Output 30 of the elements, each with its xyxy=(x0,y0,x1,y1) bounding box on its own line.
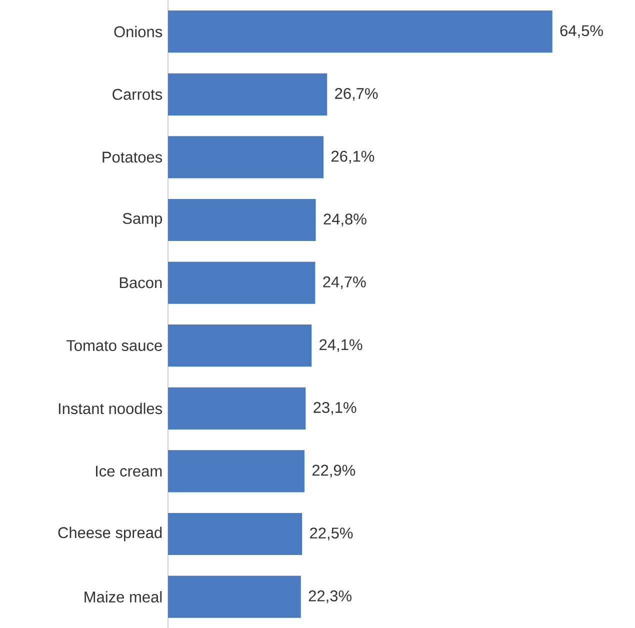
bar xyxy=(168,136,324,178)
bar xyxy=(168,450,304,492)
data-label: 24,1% xyxy=(320,339,362,352)
data-label: 22,5% xyxy=(310,527,353,540)
bar xyxy=(168,262,316,304)
bar xyxy=(168,10,552,52)
bar xyxy=(168,576,301,618)
data-label: 22,3% xyxy=(308,590,352,604)
y-tick-label: Bacon xyxy=(120,277,162,288)
y-tick-label: Ice cream xyxy=(96,466,162,476)
y-tick-label: Carrots xyxy=(112,88,162,100)
bar xyxy=(168,198,316,241)
y-tick-label: Instant noodles xyxy=(58,402,162,414)
y-tick-label: Potatoes xyxy=(102,152,162,162)
bar xyxy=(168,512,302,555)
y-tick-label: Cheese spread xyxy=(58,526,162,542)
data-label: 24,7% xyxy=(323,276,366,290)
data-label: 26,7% xyxy=(335,88,378,101)
bar xyxy=(168,324,312,366)
bar xyxy=(168,387,306,430)
data-label: 64,5% xyxy=(560,25,603,38)
data-label: 24,8% xyxy=(324,213,366,226)
y-tick-label: Maize meal xyxy=(84,590,162,602)
y-tick-label: Tomato sauce xyxy=(66,340,162,351)
data-label: 22,9% xyxy=(312,464,356,478)
bar xyxy=(168,73,328,116)
y-tick-label: Samp xyxy=(122,212,162,227)
y-tick-label: Onions xyxy=(114,26,162,38)
data-label: 23,1% xyxy=(314,402,356,415)
data-label: 26,1% xyxy=(332,150,374,164)
